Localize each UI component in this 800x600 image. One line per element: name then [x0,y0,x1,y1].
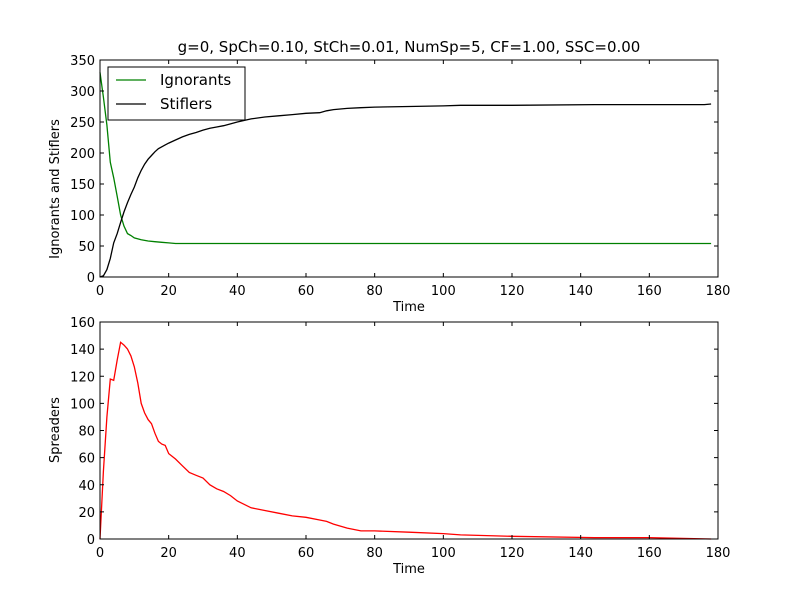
top-series-ignorants-line [99,72,712,245]
bottom-ytick-label: 60 [78,452,95,467]
top-xtick-label: 0 [96,284,104,299]
bottom-ytick-label: 100 [70,397,95,412]
bottom-chart-plot-area: 0 20 40 60 80 100 120 140 160 180 0 20 40 60 80 100 120 1… [70,316,730,561]
top-xtick-label: 120 [500,284,525,299]
top-ytick-label: 250 [70,116,95,131]
bottom-xtick-label: 100 [431,546,456,561]
legend-label-ignorants: Ignorants [160,71,231,89]
bottom-xtick-label: 40 [229,546,246,561]
top-chart-xlabel: Time [392,300,425,315]
bottom-chart-ylabel: Spreaders [48,397,63,463]
bottom-ytick-label: 140 [70,343,95,358]
top-ytick-label: 0 [87,271,95,286]
top-legend: Ignorants Stiflers [107,66,246,121]
top-xtick-label: 160 [637,284,662,299]
top-xtick-label: 60 [298,284,315,299]
bottom-series-spreaders-line [99,341,712,540]
top-ytick-label: 150 [70,178,95,193]
top-ytick-label: 100 [70,209,95,224]
bottom-ytick-label: 120 [70,370,95,385]
legend-box [107,66,246,121]
bottom-xtick-label: 140 [568,546,593,561]
top-ytick-label: 50 [78,240,95,255]
bottom-ytick-label: 20 [78,506,95,521]
bottom-xtick-label: 0 [96,546,104,561]
top-xtick-label: 40 [229,284,246,299]
bottom-ytick-label: 80 [78,425,95,440]
bottom-xtick-label: 160 [637,546,662,561]
top-xtick-label: 20 [160,284,177,299]
bottom-ytick-label: 160 [70,316,95,331]
top-axes-frame [99,59,719,278]
top-xtick-label: 140 [568,284,593,299]
top-chart-ylabel: Ignorants and Stiflers [48,119,63,259]
bottom-xtick-label: 60 [298,546,315,561]
top-ytick-label: 350 [70,54,95,69]
top-xtick-label: 80 [366,284,383,299]
top-xtick-label: 180 [706,284,731,299]
top-series-stiflers-line [99,103,712,278]
bottom-ytick-label: 0 [87,533,95,548]
top-ytick-label: 200 [70,147,95,162]
bottom-xtick-label: 80 [366,546,383,561]
top-chart-title: g=0, SpCh=0.10, StCh=0.01, NumSp=5, CF=1… [178,38,641,56]
bottom-xtick-label: 20 [160,546,177,561]
bottom-xtick-label: 180 [706,546,731,561]
bottom-ytick-label: 40 [78,479,95,494]
bottom-chart-xlabel: Time [392,562,425,577]
bottom-xtick-label: 120 [500,546,525,561]
top-ytick-label: 300 [70,85,95,100]
legend-label-stiflers: Stiflers [160,95,212,113]
top-xtick-label: 100 [431,284,456,299]
top-chart-plot-area: 0 20 40 60 80 100 120 140 160 180 0 50 100 150 200 250 3… [70,54,730,299]
